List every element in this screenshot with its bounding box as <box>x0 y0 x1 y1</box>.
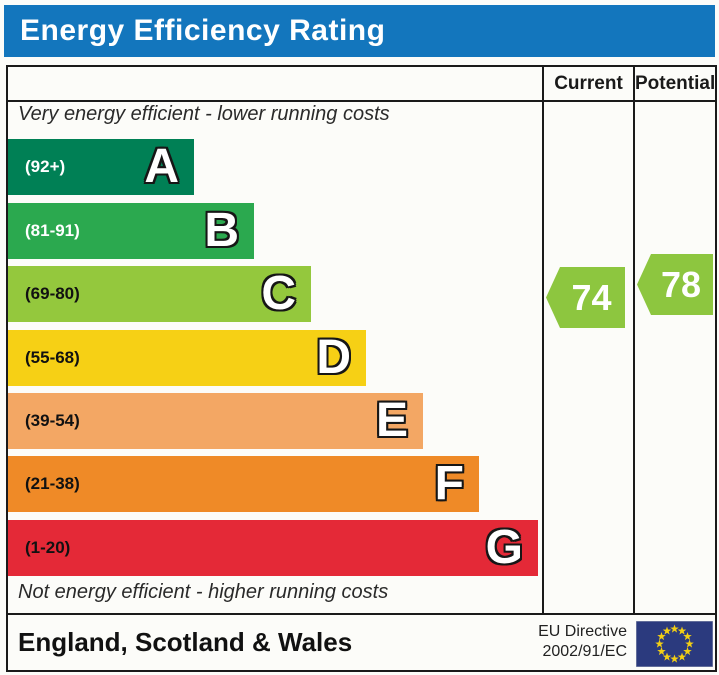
band-C-letter: C <box>261 267 296 320</box>
footer-divider <box>8 613 715 615</box>
potential-arrow: 78 <box>637 254 713 315</box>
caption-very-efficient: Very energy efficient - lower running co… <box>18 103 390 125</box>
band-G: (1-20) G <box>8 520 538 576</box>
header-divider <box>8 100 715 102</box>
band-D-letter: D <box>316 331 351 384</box>
potential-column-divider <box>633 67 635 615</box>
column-header-potential: Potential <box>635 73 716 94</box>
band-G-letter: G <box>485 521 523 574</box>
band-D: (55-68) D <box>8 330 366 386</box>
eu-flag-icon <box>636 621 713 667</box>
band-B-letter: B <box>204 204 239 257</box>
region-label: England, Scotland & Wales <box>18 627 353 657</box>
potential-value: 78 <box>660 263 702 305</box>
current-value: 74 <box>571 276 612 318</box>
rating-table: Current Potential Very energy efficient … <box>6 65 717 672</box>
band-F-range: (21-38) <box>25 474 80 493</box>
band-C: (69-80) C <box>8 266 311 322</box>
band-G-range: (1-20) <box>25 538 71 557</box>
band-C-range: (69-80) <box>25 284 80 303</box>
band-B: (81-91) B <box>8 203 254 259</box>
band-E-range: (39-54) <box>25 411 80 430</box>
band-F-letter: F <box>434 457 464 510</box>
band-E-letter: E <box>375 394 408 447</box>
band-A-range: (92+) <box>25 157 66 176</box>
band-A: (92+) A <box>8 139 194 195</box>
footer: England, Scotland & Wales EU Directive 2… <box>8 615 715 670</box>
page-title: Energy Efficiency Rating <box>20 14 386 47</box>
title-bar: Energy Efficiency Rating <box>4 5 715 57</box>
band-A-letter: A <box>144 140 179 193</box>
eu-directive-label: EU Directive 2002/91/EC <box>538 622 627 662</box>
eu-directive-line2: 2002/91/EC <box>542 643 627 660</box>
band-E: (39-54) E <box>8 393 423 449</box>
band-B-range: (81-91) <box>25 221 80 240</box>
column-header-current: Current <box>554 73 623 94</box>
caption-not-efficient: Not energy efficient - higher running co… <box>18 581 389 603</box>
band-D-range: (55-68) <box>25 348 80 367</box>
current-arrow: 74 <box>546 267 625 328</box>
eu-directive-line1: EU Directive <box>538 623 627 640</box>
current-column-divider <box>542 67 544 615</box>
band-F: (21-38) F <box>8 456 479 512</box>
